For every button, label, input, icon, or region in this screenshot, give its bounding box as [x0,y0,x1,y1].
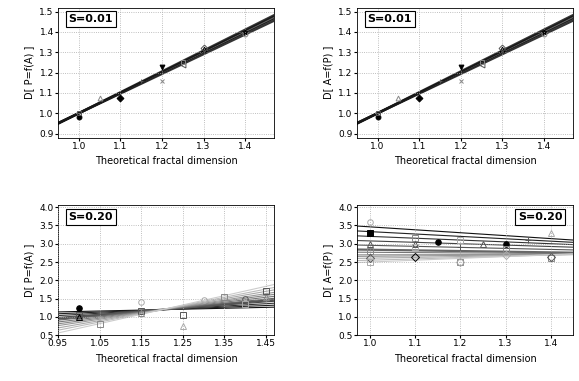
Text: S=0.01: S=0.01 [69,14,113,24]
Y-axis label: D[ A=f(P) ]: D[ A=f(P) ] [323,243,332,297]
Text: S=0.01: S=0.01 [368,14,412,24]
X-axis label: Theoretical fractal dimension: Theoretical fractal dimension [95,354,237,364]
X-axis label: Theoretical fractal dimension: Theoretical fractal dimension [394,156,536,166]
Y-axis label: D[ A=f(P) ]: D[ A=f(P) ] [323,46,332,99]
X-axis label: Theoretical fractal dimension: Theoretical fractal dimension [95,156,237,166]
Y-axis label: D[ P=f(A) ]: D[ P=f(A) ] [24,46,34,99]
X-axis label: Theoretical fractal dimension: Theoretical fractal dimension [394,354,536,364]
Y-axis label: D[ P=f(A) ]: D[ P=f(A) ] [24,243,34,297]
Text: S=0.20: S=0.20 [69,212,113,222]
Text: S=0.20: S=0.20 [518,212,562,222]
